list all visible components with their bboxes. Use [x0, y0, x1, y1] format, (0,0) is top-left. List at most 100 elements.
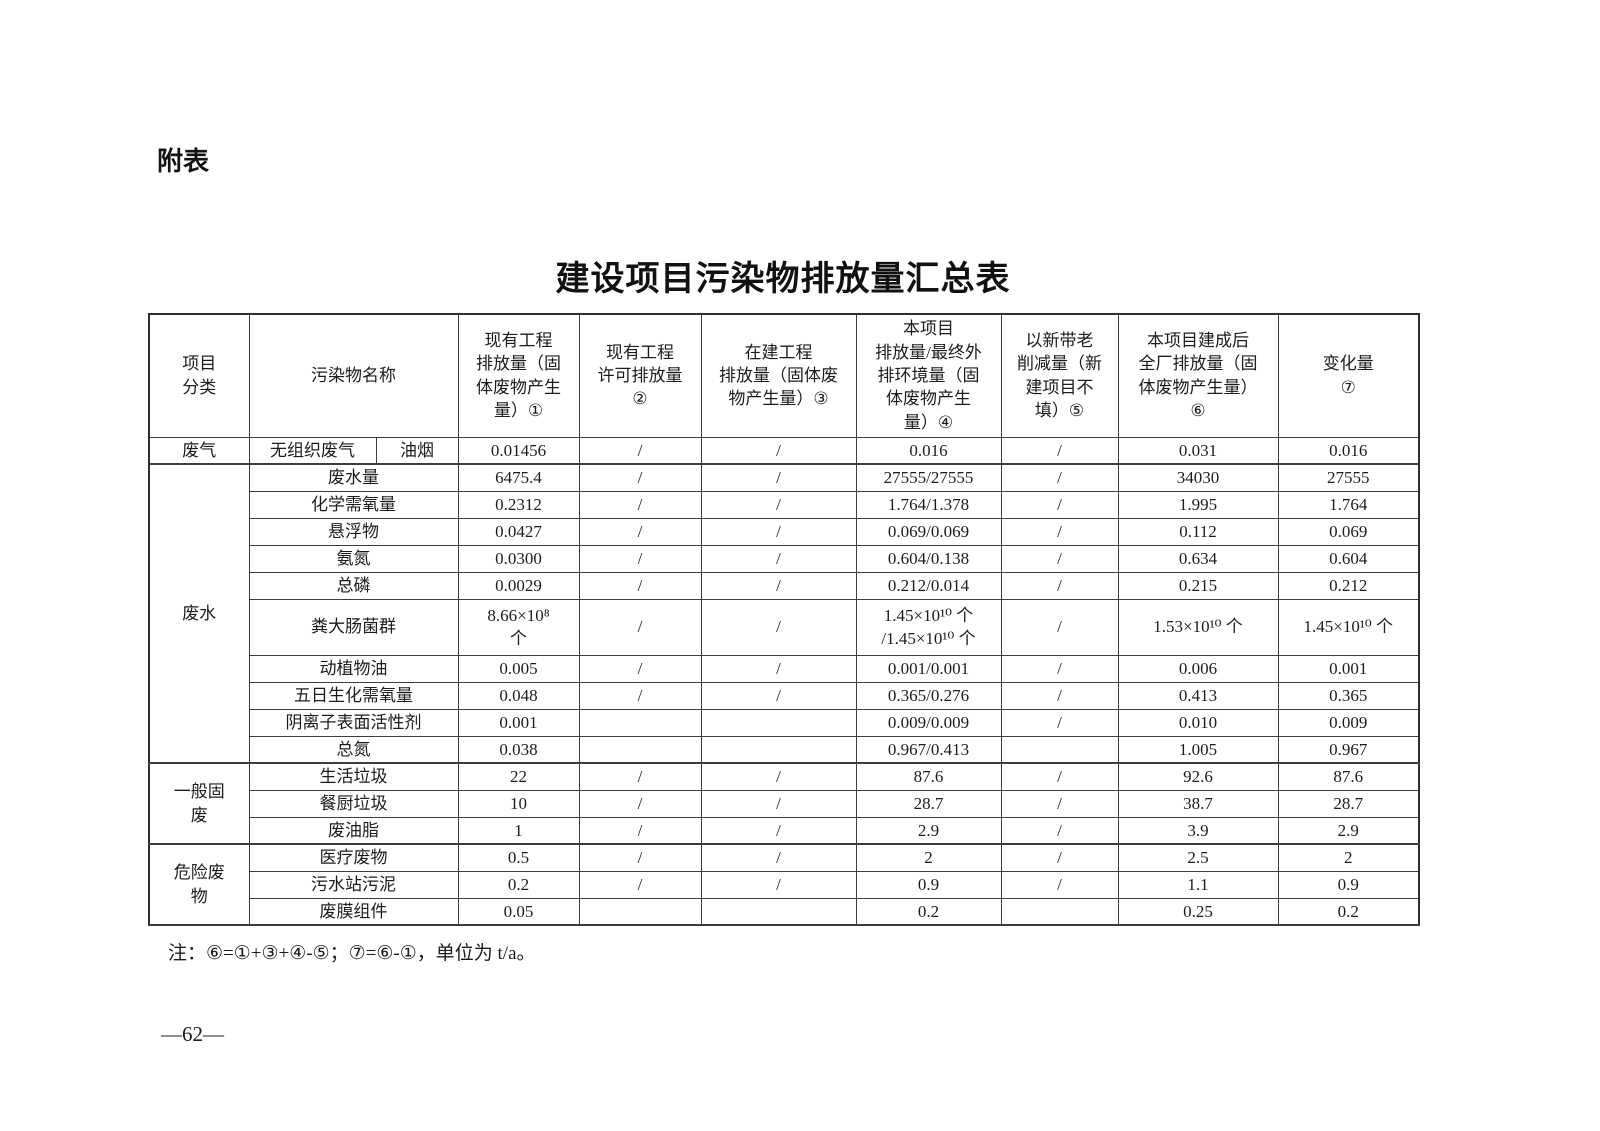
- value-cell-col1: 0.005: [457, 654, 580, 683]
- value-cell-col2: /: [578, 843, 702, 872]
- table-row: 危险废 物医疗废物 0.5//2/2.5 2: [148, 843, 1420, 926]
- value-cell-col4: 1.45×10¹⁰ 个 /1.45×10¹⁰ 个: [855, 598, 1002, 656]
- pollutant-name-cell: 污水站污泥: [248, 870, 459, 899]
- value-cell-col7: 0.009: [1277, 708, 1420, 737]
- value-cell-col5: /: [1000, 843, 1119, 872]
- value-cell-col1: 0.01456: [457, 436, 580, 465]
- value-cell-col6: 38.7: [1117, 789, 1279, 818]
- value-cell-col3: /: [700, 816, 857, 845]
- value-cell-col4: 0.9: [855, 870, 1002, 899]
- value-cell-col1: 0.05: [457, 897, 580, 926]
- category-cell: 废气: [148, 436, 250, 465]
- value-cell-col2: /: [578, 517, 702, 546]
- value-cell-col5: [1000, 897, 1119, 926]
- value-cell-col4: 87.6: [855, 762, 1002, 791]
- value-cell-col7: 1.764: [1277, 490, 1420, 519]
- value-cell-col2: /: [578, 490, 702, 519]
- header-old-offset-reduction: 以新带老 削减量（新 建项目不 填）⑤: [1000, 313, 1119, 438]
- value-cell-col7: 0.001: [1277, 654, 1420, 683]
- table-row: 五日生化需氧量 0.048//0.365/0.276/0.413 0.365: [149, 681, 1420, 710]
- page-title: 建设项目污染物排放量汇总表: [555, 260, 1011, 298]
- value-cell-col5: /: [1000, 762, 1119, 791]
- table-row: 总氮 0.038 0.967/0.413 1.005 0.967: [149, 735, 1420, 764]
- value-cell-col1: 6475.4: [457, 463, 580, 492]
- header-project-emission: 本项目 排放量/最终外 排环境量（固 体废物产生 量）④: [855, 313, 1002, 438]
- value-cell-col6: 0.006: [1117, 654, 1279, 683]
- value-cell-col2: /: [578, 789, 702, 818]
- value-cell-col6: 0.112: [1117, 517, 1279, 546]
- value-cell-col5: /: [1000, 463, 1119, 492]
- value-cell-col4: 28.7: [855, 789, 1002, 818]
- value-cell-col6: 3.9: [1117, 816, 1279, 845]
- pollutant-name-cell: 废水量: [248, 463, 459, 492]
- pollutant-name-cell: 医疗废物: [248, 843, 459, 872]
- value-cell-col1: 0.2312: [457, 490, 580, 519]
- pollutant-subname-cell: 油烟: [375, 436, 459, 465]
- value-cell-col3: /: [700, 490, 857, 519]
- value-cell-col3: /: [700, 517, 857, 546]
- value-cell-col2: [578, 735, 702, 764]
- pollutant-name-cell: 悬浮物: [248, 517, 459, 546]
- value-cell-col3: /: [700, 681, 857, 710]
- pollutant-name-cell: 总磷: [248, 571, 459, 600]
- value-cell-col4: 0.212/0.014: [855, 571, 1002, 600]
- value-cell-col7: 0.604: [1277, 544, 1420, 573]
- value-cell-col2: [578, 708, 702, 737]
- value-cell-col1: 10: [457, 789, 580, 818]
- value-cell-col1: 22: [457, 762, 580, 791]
- value-cell-col5: /: [1000, 816, 1119, 845]
- pollutant-name-cell: 五日生化需氧量: [248, 681, 459, 710]
- value-cell-col1: 0.048: [457, 681, 580, 710]
- table-row: 粪大肠菌群 8.66×10⁸ 个 //1.45×10¹⁰ 个 /1.45×10¹⁰ …: [149, 598, 1420, 656]
- value-cell-col3: /: [700, 789, 857, 818]
- value-cell-col7: 0.016: [1277, 436, 1420, 465]
- value-cell-col7: 0.212: [1277, 571, 1420, 600]
- table-row: 氨氮 0.0300//0.604/0.138/0.634 0.604: [149, 544, 1420, 573]
- value-cell-col2: [578, 897, 702, 926]
- value-cell-col4: 0.009/0.009: [855, 708, 1002, 737]
- table-row: 化学需氧量 0.2312//1.764/1.378/1.995 1.764: [149, 490, 1420, 519]
- pollutant-name-cell: 总氮: [248, 735, 459, 764]
- value-cell-col5: [1000, 735, 1119, 764]
- pollutant-name-cell: 餐厨垃圾: [248, 789, 459, 818]
- value-cell-col3: /: [700, 654, 857, 683]
- value-cell-col4: 0.365/0.276: [855, 681, 1002, 710]
- value-cell-col6: 1.1: [1117, 870, 1279, 899]
- value-cell-col5: /: [1000, 598, 1119, 656]
- value-cell-col5: /: [1000, 517, 1119, 546]
- table-row: 废气 无组织废气 油烟 0.01456//0.016/0.031 0.016: [148, 436, 1420, 465]
- category-cell: 一般固 废: [148, 762, 250, 845]
- value-cell-col1: 0.0427: [457, 517, 580, 546]
- value-cell-col2: /: [578, 571, 702, 600]
- value-cell-col5: /: [1000, 544, 1119, 573]
- value-cell-col5: /: [1000, 870, 1119, 899]
- value-cell-col7: 1.45×10¹⁰ 个: [1277, 598, 1420, 656]
- value-cell-col7: 27555: [1277, 463, 1420, 492]
- header-under-construction-emission: 在建工程 排放量（固体废 物产生量）③: [700, 313, 857, 438]
- value-cell-col1: 1: [457, 816, 580, 845]
- value-cell-col3: /: [700, 544, 857, 573]
- value-cell-col2: /: [578, 544, 702, 573]
- table-row: 动植物油 0.005//0.001/0.001/0.006 0.001: [149, 654, 1420, 683]
- value-cell-col2: /: [578, 598, 702, 656]
- value-cell-col2: /: [578, 463, 702, 492]
- pollutant-name-cell: 粪大肠菌群: [248, 598, 459, 656]
- pollutant-table-body: 废气 无组织废气 油烟 0.01456//0.016/0.031 0.016 废水 废水量 6…: [148, 436, 1420, 926]
- value-cell-col6: 0.634: [1117, 544, 1279, 573]
- value-cell-col5: /: [1000, 681, 1119, 710]
- pollutant-name-cell: 动植物油: [248, 654, 459, 683]
- value-cell-col7: 2.9: [1277, 816, 1420, 845]
- value-cell-col1: 8.66×10⁸ 个: [457, 598, 580, 656]
- value-cell-col3: /: [700, 598, 857, 656]
- value-cell-col2: /: [578, 870, 702, 899]
- table-row: 废膜组件 0.05 0.2 0.25 0.2: [149, 897, 1420, 926]
- value-cell-col2: /: [578, 762, 702, 791]
- value-cell-col6: 34030: [1117, 463, 1279, 492]
- pollutant-name-cell: 阴离子表面活性剂: [248, 708, 459, 737]
- pollutant-name-cell: 氨氮: [248, 544, 459, 573]
- pollutant-name-cell: 废油脂: [248, 816, 459, 845]
- pollutant-name-cell: 无组织废气: [248, 436, 377, 465]
- table-row: 废油脂 1//2.9/3.9 2.9: [149, 816, 1420, 845]
- value-cell-col4: 1.764/1.378: [855, 490, 1002, 519]
- value-cell-col3: /: [700, 870, 857, 899]
